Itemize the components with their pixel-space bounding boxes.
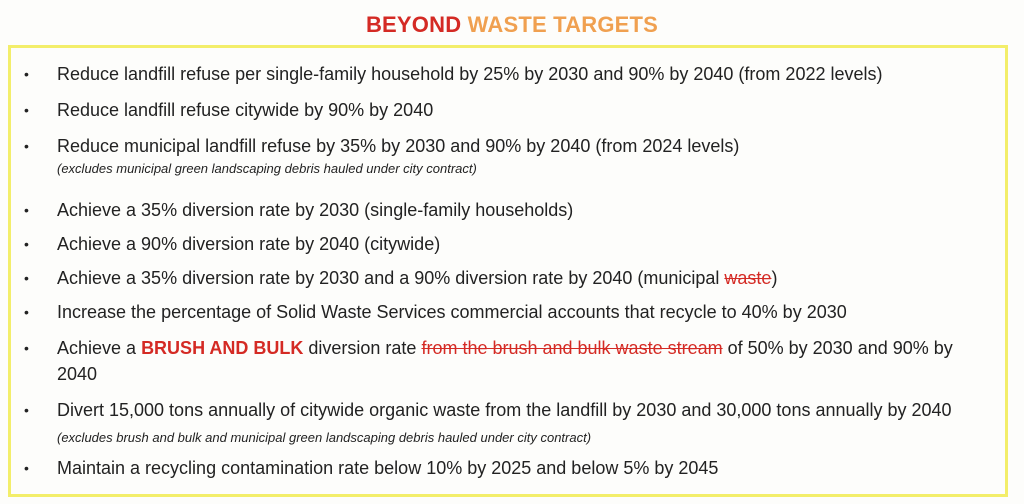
bullet-icon: • — [24, 202, 29, 218]
item-text: Divert 15,000 tons annually of citywide … — [57, 397, 987, 451]
text-segment-strike: from the brush and bulk waste stream — [421, 338, 723, 358]
text-segment-normal: Reduce landfill refuse per single-family… — [57, 64, 883, 84]
text-segment-normal: diversion rate — [303, 338, 422, 358]
bullet-icon: • — [24, 138, 29, 154]
text-segment-normal: Achieve a — [57, 338, 142, 358]
text-segment-normal: Increase the percentage of Solid Waste S… — [57, 302, 847, 322]
targets-box — [8, 45, 1008, 497]
text-segment-normal: Maintain a recycling contamination rate … — [57, 458, 719, 478]
bullet-icon: • — [24, 402, 29, 418]
title-part-1: BEYOND — [365, 12, 462, 37]
item-text: Achieve a 35% diversion rate by 2030 and… — [57, 265, 987, 291]
text-segment-note: (excludes brush and bulk and municipal g… — [57, 430, 592, 445]
text-segment-normal: ) — [771, 268, 778, 288]
text-segment-normal: Achieve a 35% diversion rate by 2030 (si… — [57, 200, 574, 220]
text-segment-normal: Achieve a 35% diversion rate by 2030 and… — [57, 268, 725, 288]
text-segment-normal: Reduce municipal landfill refuse by 35% … — [57, 136, 740, 156]
text-segment-normal: of 50% by 2030 and 90% by 2040 — [57, 338, 953, 384]
page-title: BEYOND WASTE TARGETS — [0, 12, 1024, 38]
item-note: (excludes municipal green landscaping de… — [57, 161, 477, 176]
text-segment-strike: waste — [724, 268, 772, 288]
item-text: Reduce landfill refuse per single-family… — [57, 61, 987, 87]
item-text: Increase the percentage of Solid Waste S… — [57, 299, 987, 325]
item-text: Reduce landfill refuse citywide by 90% b… — [57, 97, 987, 123]
bullet-icon: • — [24, 102, 29, 118]
text-segment-emph: BRUSH AND BULK — [141, 338, 304, 358]
item-text: Achieve a BRUSH AND BULK diversion rate … — [57, 335, 987, 387]
item-text: Achieve a 35% diversion rate by 2030 (si… — [57, 197, 987, 223]
bullet-icon: • — [24, 304, 29, 320]
text-segment-normal: Divert 15,000 tons annually of citywide … — [57, 400, 952, 420]
bullet-icon: • — [24, 460, 29, 476]
bullet-icon: • — [24, 340, 29, 356]
bullet-icon: • — [24, 270, 29, 286]
item-text: Maintain a recycling contamination rate … — [57, 455, 987, 481]
title-part-2: WASTE TARGETS — [467, 12, 659, 37]
text-segment-normal: Achieve a 90% diversion rate by 2040 (ci… — [57, 234, 441, 254]
bullet-icon: • — [24, 66, 29, 82]
text-segment-normal: Reduce landfill refuse citywide by 90% b… — [57, 100, 434, 120]
item-text: Reduce municipal landfill refuse by 35% … — [57, 133, 987, 179]
item-text: Achieve a 90% diversion rate by 2040 (ci… — [57, 231, 987, 257]
bullet-icon: • — [24, 236, 29, 252]
